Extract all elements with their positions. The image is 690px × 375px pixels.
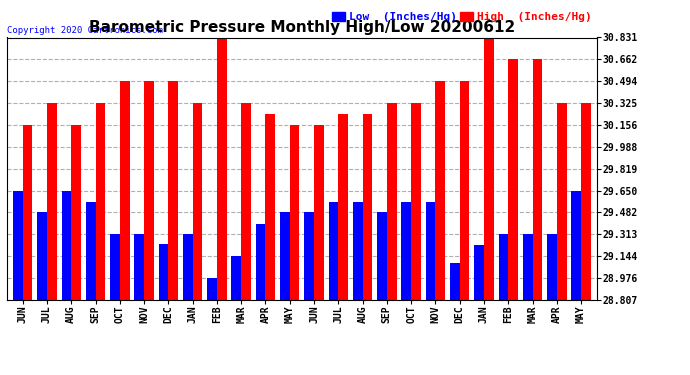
- Bar: [120, 81, 130, 300]
- Bar: [144, 81, 154, 300]
- Bar: [86, 202, 95, 300]
- Bar: [280, 213, 290, 300]
- Bar: [71, 125, 81, 300]
- Bar: [509, 59, 518, 300]
- Legend: Low  (Inches/Hg), High  (Inches/Hg): Low (Inches/Hg), High (Inches/Hg): [332, 12, 591, 22]
- Bar: [474, 245, 484, 300]
- Bar: [13, 190, 23, 300]
- Bar: [183, 234, 193, 300]
- Bar: [338, 114, 348, 300]
- Bar: [571, 190, 581, 300]
- Bar: [547, 234, 557, 300]
- Bar: [387, 103, 397, 300]
- Bar: [460, 81, 469, 300]
- Bar: [402, 202, 411, 300]
- Bar: [304, 213, 314, 300]
- Bar: [581, 103, 591, 300]
- Bar: [207, 278, 217, 300]
- Bar: [450, 263, 460, 300]
- Bar: [290, 125, 299, 300]
- Bar: [135, 234, 144, 300]
- Bar: [557, 103, 566, 300]
- Bar: [159, 244, 168, 300]
- Bar: [484, 38, 493, 300]
- Bar: [37, 213, 47, 300]
- Text: Copyright 2020 Cartronics.com: Copyright 2020 Cartronics.com: [7, 26, 163, 35]
- Bar: [411, 103, 421, 300]
- Title: Barometric Pressure Monthly High/Low 20200612: Barometric Pressure Monthly High/Low 202…: [89, 20, 515, 35]
- Bar: [47, 103, 57, 300]
- Bar: [426, 202, 435, 300]
- Bar: [217, 38, 226, 300]
- Bar: [523, 234, 533, 300]
- Bar: [362, 114, 373, 300]
- Bar: [110, 234, 120, 300]
- Bar: [23, 125, 32, 300]
- Bar: [61, 190, 71, 300]
- Bar: [328, 202, 338, 300]
- Bar: [193, 103, 202, 300]
- Bar: [168, 81, 178, 300]
- Bar: [314, 125, 324, 300]
- Bar: [499, 234, 509, 300]
- Bar: [241, 103, 251, 300]
- Bar: [435, 81, 445, 300]
- Bar: [266, 114, 275, 300]
- Bar: [377, 213, 387, 300]
- Bar: [353, 202, 362, 300]
- Bar: [231, 256, 241, 300]
- Bar: [256, 224, 266, 300]
- Bar: [533, 59, 542, 300]
- Bar: [95, 103, 106, 300]
